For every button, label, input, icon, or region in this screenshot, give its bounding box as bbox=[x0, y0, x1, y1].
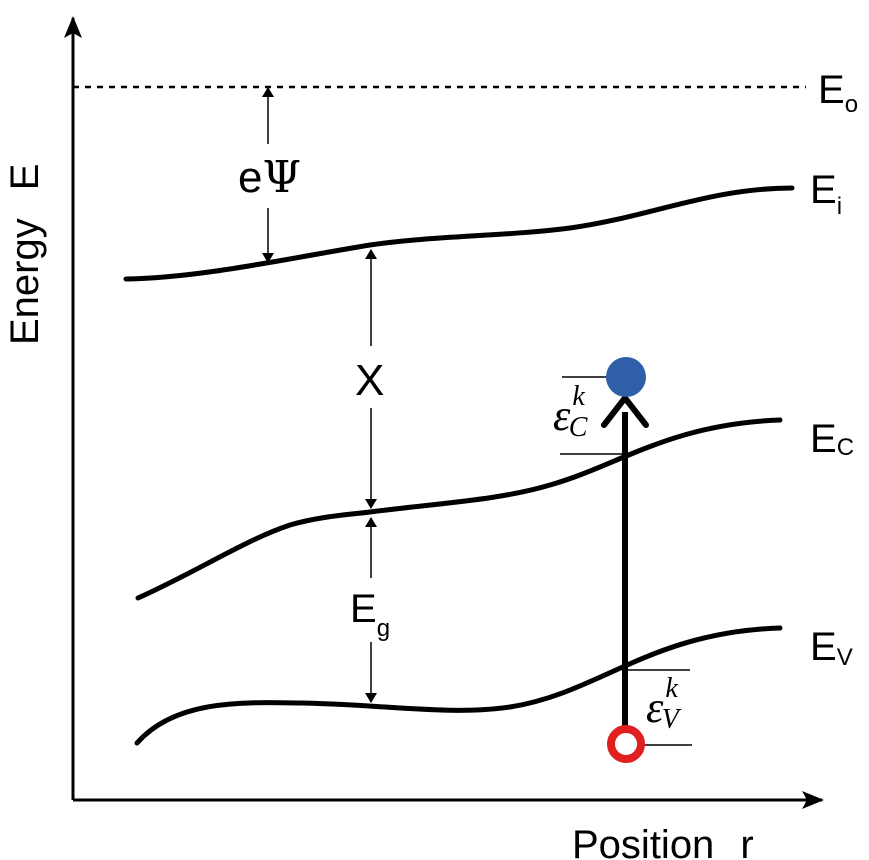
conduction-band-label: EC bbox=[810, 417, 854, 461]
electron-marker bbox=[606, 357, 646, 397]
y-axis-symbol: E bbox=[3, 164, 47, 191]
valence-band-curve bbox=[134, 625, 783, 746]
x-axis-label-group: Position r bbox=[572, 823, 754, 860]
x-axis-symbol: r bbox=[740, 823, 753, 860]
vacuum-level-label: Eo bbox=[818, 68, 858, 118]
affinity-label: X bbox=[355, 356, 384, 405]
conduction-kinetic-label: εk C bbox=[553, 381, 588, 443]
y-axis-label-group: Energy E bbox=[3, 164, 47, 345]
svg-text:EnergyE: Energy E bbox=[3, 164, 47, 345]
x-axis-label: Position bbox=[572, 823, 714, 860]
band-gap-label: Eg bbox=[350, 587, 390, 642]
hole-marker bbox=[607, 725, 645, 763]
excitation-arrowhead bbox=[601, 395, 649, 428]
ionization-level-label: Ei bbox=[810, 168, 842, 220]
valence-band-label: EV bbox=[810, 625, 853, 671]
conduction-band-curve bbox=[135, 417, 783, 601]
ionization-level-curve bbox=[123, 185, 795, 282]
valence-kinetic-label: εk V bbox=[646, 673, 682, 735]
y-axis-label: Energy bbox=[3, 218, 47, 345]
work-function-label: eΨ bbox=[238, 152, 301, 203]
